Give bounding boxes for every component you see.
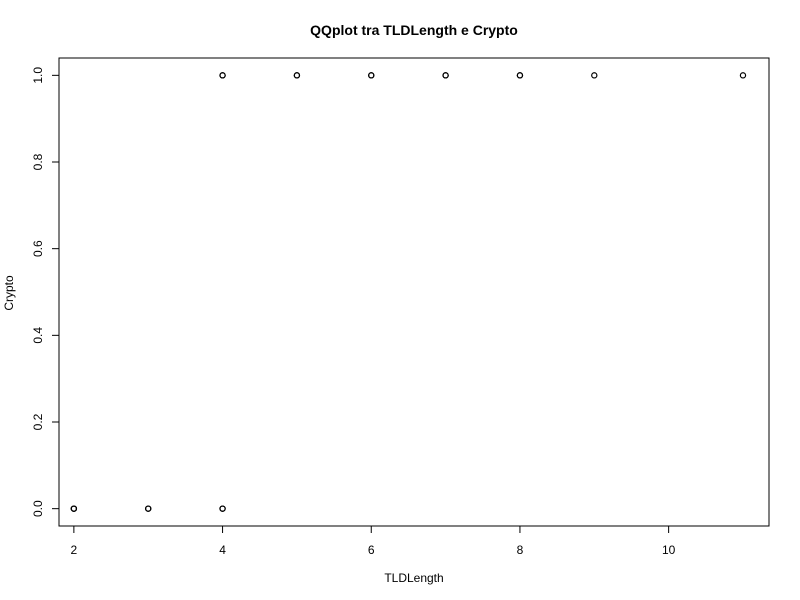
x-axis: 2 4 6 8 10 (71, 525, 676, 557)
y-tick-label: 1.0 (31, 67, 45, 84)
y-axis: 0.0 0.2 0.4 0.6 0.8 1.0 (31, 67, 60, 517)
data-point (219, 72, 226, 79)
x-tick-label: 6 (368, 543, 375, 557)
data-point (368, 72, 375, 79)
data-point (145, 505, 152, 512)
y-axis-label: Crypto (2, 275, 16, 311)
y-tick-label: 0.2 (31, 413, 45, 430)
data-point (591, 72, 598, 79)
data-point (293, 72, 301, 79)
data-points (70, 72, 747, 512)
x-tick-label: 4 (219, 543, 226, 557)
data-point (739, 72, 747, 79)
x-tick-label: 2 (71, 543, 78, 557)
y-tick-label: 0.4 (31, 327, 45, 344)
y-tick-label: 0.6 (31, 240, 45, 257)
y-tick-label: 0.0 (31, 500, 45, 517)
data-point (70, 505, 78, 512)
x-tick-label: 10 (662, 543, 676, 557)
data-point (516, 72, 524, 79)
x-tick-label: 8 (517, 543, 524, 557)
y-tick-label: 0.8 (31, 153, 45, 170)
chart-title: QQplot tra TLDLength e Crypto (310, 22, 518, 38)
x-axis-label: TLDLength (384, 571, 443, 585)
plot-frame (58, 57, 770, 527)
data-point (219, 505, 226, 512)
data-point (442, 72, 449, 79)
